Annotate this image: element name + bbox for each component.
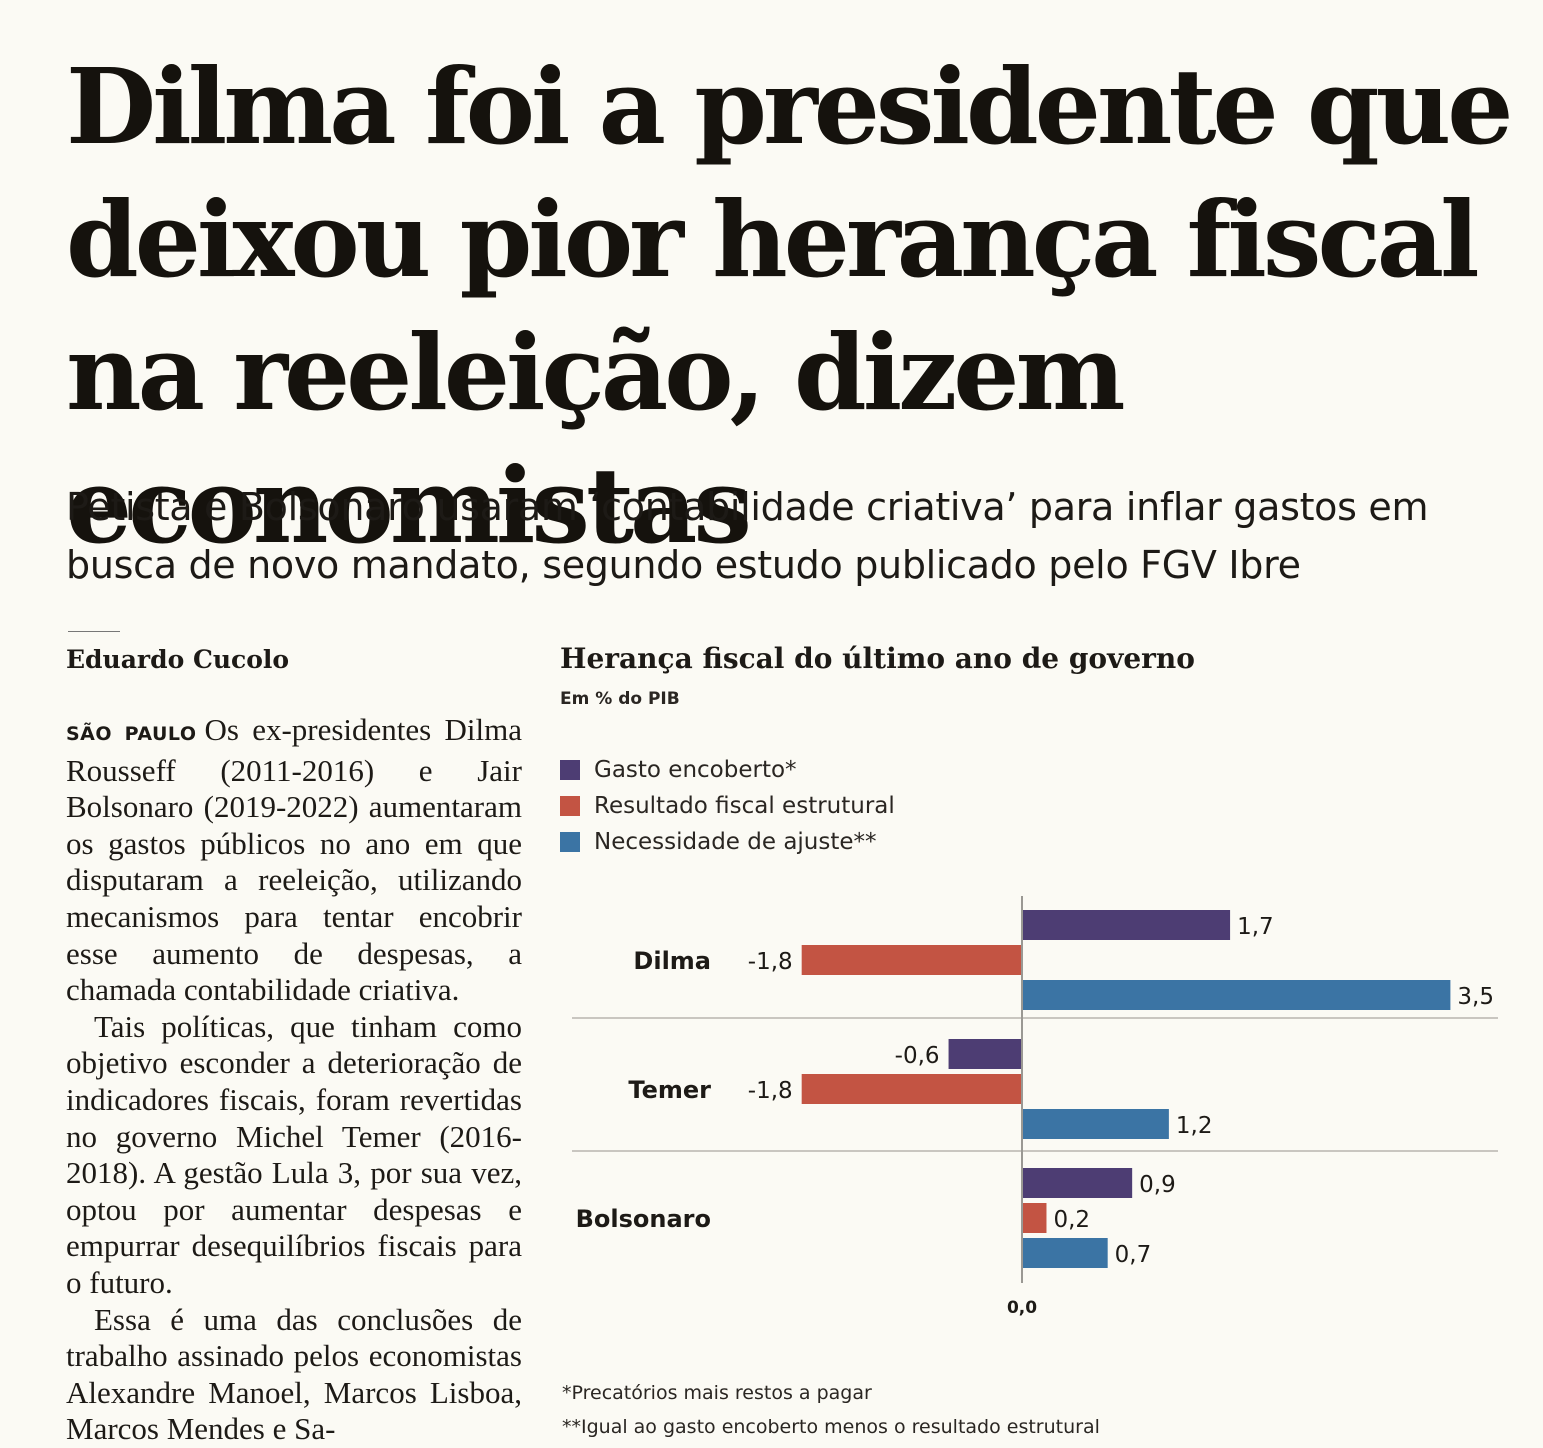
data-label-dilma-series-1: 1,7 <box>1237 914 1274 940</box>
bar-bolsonaro-series-1 <box>1022 1168 1133 1198</box>
legend-swatch-resultado-estrutural <box>560 796 580 816</box>
byline-rule <box>68 631 120 632</box>
paragraph-1-text: Os ex-presidentes Dilma Rousseff (2011-2… <box>66 712 522 1008</box>
data-label-dilma-series-3: 3,5 <box>1457 984 1494 1010</box>
data-label-bolsonaro-series-3: 0,7 <box>1115 1242 1152 1268</box>
chart-legend: Gasto encoberto* Resultado fiscal estrut… <box>560 752 895 860</box>
dateline: SÃO PAULO <box>66 723 197 745</box>
data-label-dilma-series-2: -1,8 <box>748 949 793 975</box>
bar-dilma-series-3 <box>1022 980 1451 1010</box>
bar-temer-series-1 <box>948 1039 1022 1069</box>
legend-label-resultado-estrutural: Resultado fiscal estrutural <box>594 793 895 819</box>
article-body: SÃO PAULO Os ex-presidentes Dilma Roussef… <box>66 712 522 1448</box>
legend-swatch-necessidade-ajuste <box>560 832 580 852</box>
headline: Dilma foi a presidente que deixou pior h… <box>66 45 1513 567</box>
category-label-temer: Temer <box>628 1076 711 1104</box>
byline: Eduardo Cucolo <box>66 645 290 674</box>
category-label-bolsonaro: Bolsonaro <box>576 1205 711 1233</box>
zero-tick-label: 0,0 <box>1007 1298 1037 1318</box>
bar-bolsonaro-series-3 <box>1022 1238 1108 1268</box>
bar-bolsonaro-series-2 <box>1022 1203 1047 1233</box>
bar-temer-series-3 <box>1022 1109 1169 1139</box>
data-label-bolsonaro-series-2: 0,2 <box>1053 1207 1090 1233</box>
bar-dilma-series-2 <box>801 945 1022 975</box>
legend-item-resultado-estrutural: Resultado fiscal estrutural <box>560 788 895 824</box>
data-label-temer-series-1: -0,6 <box>895 1043 940 1069</box>
data-label-temer-series-3: 1,2 <box>1176 1113 1213 1139</box>
paragraph-1: SÃO PAULO Os ex-presidentes Dilma Roussef… <box>66 712 522 1009</box>
footnote-2: **Igual ao gasto encoberto menos o resul… <box>562 1416 1100 1438</box>
legend-label-gasto-encoberto: Gasto encoberto* <box>594 757 797 783</box>
legend-item-gasto-encoberto: Gasto encoberto* <box>560 752 895 788</box>
subheadline: Petista e Bolsonaro usaram ‘contabilidad… <box>66 485 1429 587</box>
footnote-1: *Precatórios mais restos a pagar <box>562 1382 872 1404</box>
bar-temer-series-2 <box>801 1074 1022 1104</box>
legend-swatch-gasto-encoberto <box>560 760 580 780</box>
data-label-bolsonaro-series-1: 0,9 <box>1139 1172 1176 1198</box>
legend-item-necessidade-ajuste: Necessidade de ajuste** <box>560 824 895 860</box>
paragraph-3: Essa é uma das conclusões de trabalho as… <box>66 1301 522 1447</box>
chart-title: Herança fiscal do último ano de governo <box>560 642 1195 675</box>
legend-label-necessidade-ajuste: Necessidade de ajuste** <box>594 829 877 855</box>
paragraph-2: Tais políticas, que tinham como objetivo… <box>66 1008 522 1300</box>
bar-dilma-series-1 <box>1022 910 1231 940</box>
category-label-dilma: Dilma <box>633 947 711 975</box>
chart-unit-label: Em % do PIB <box>560 689 680 709</box>
data-label-temer-series-2: -1,8 <box>748 1078 793 1104</box>
